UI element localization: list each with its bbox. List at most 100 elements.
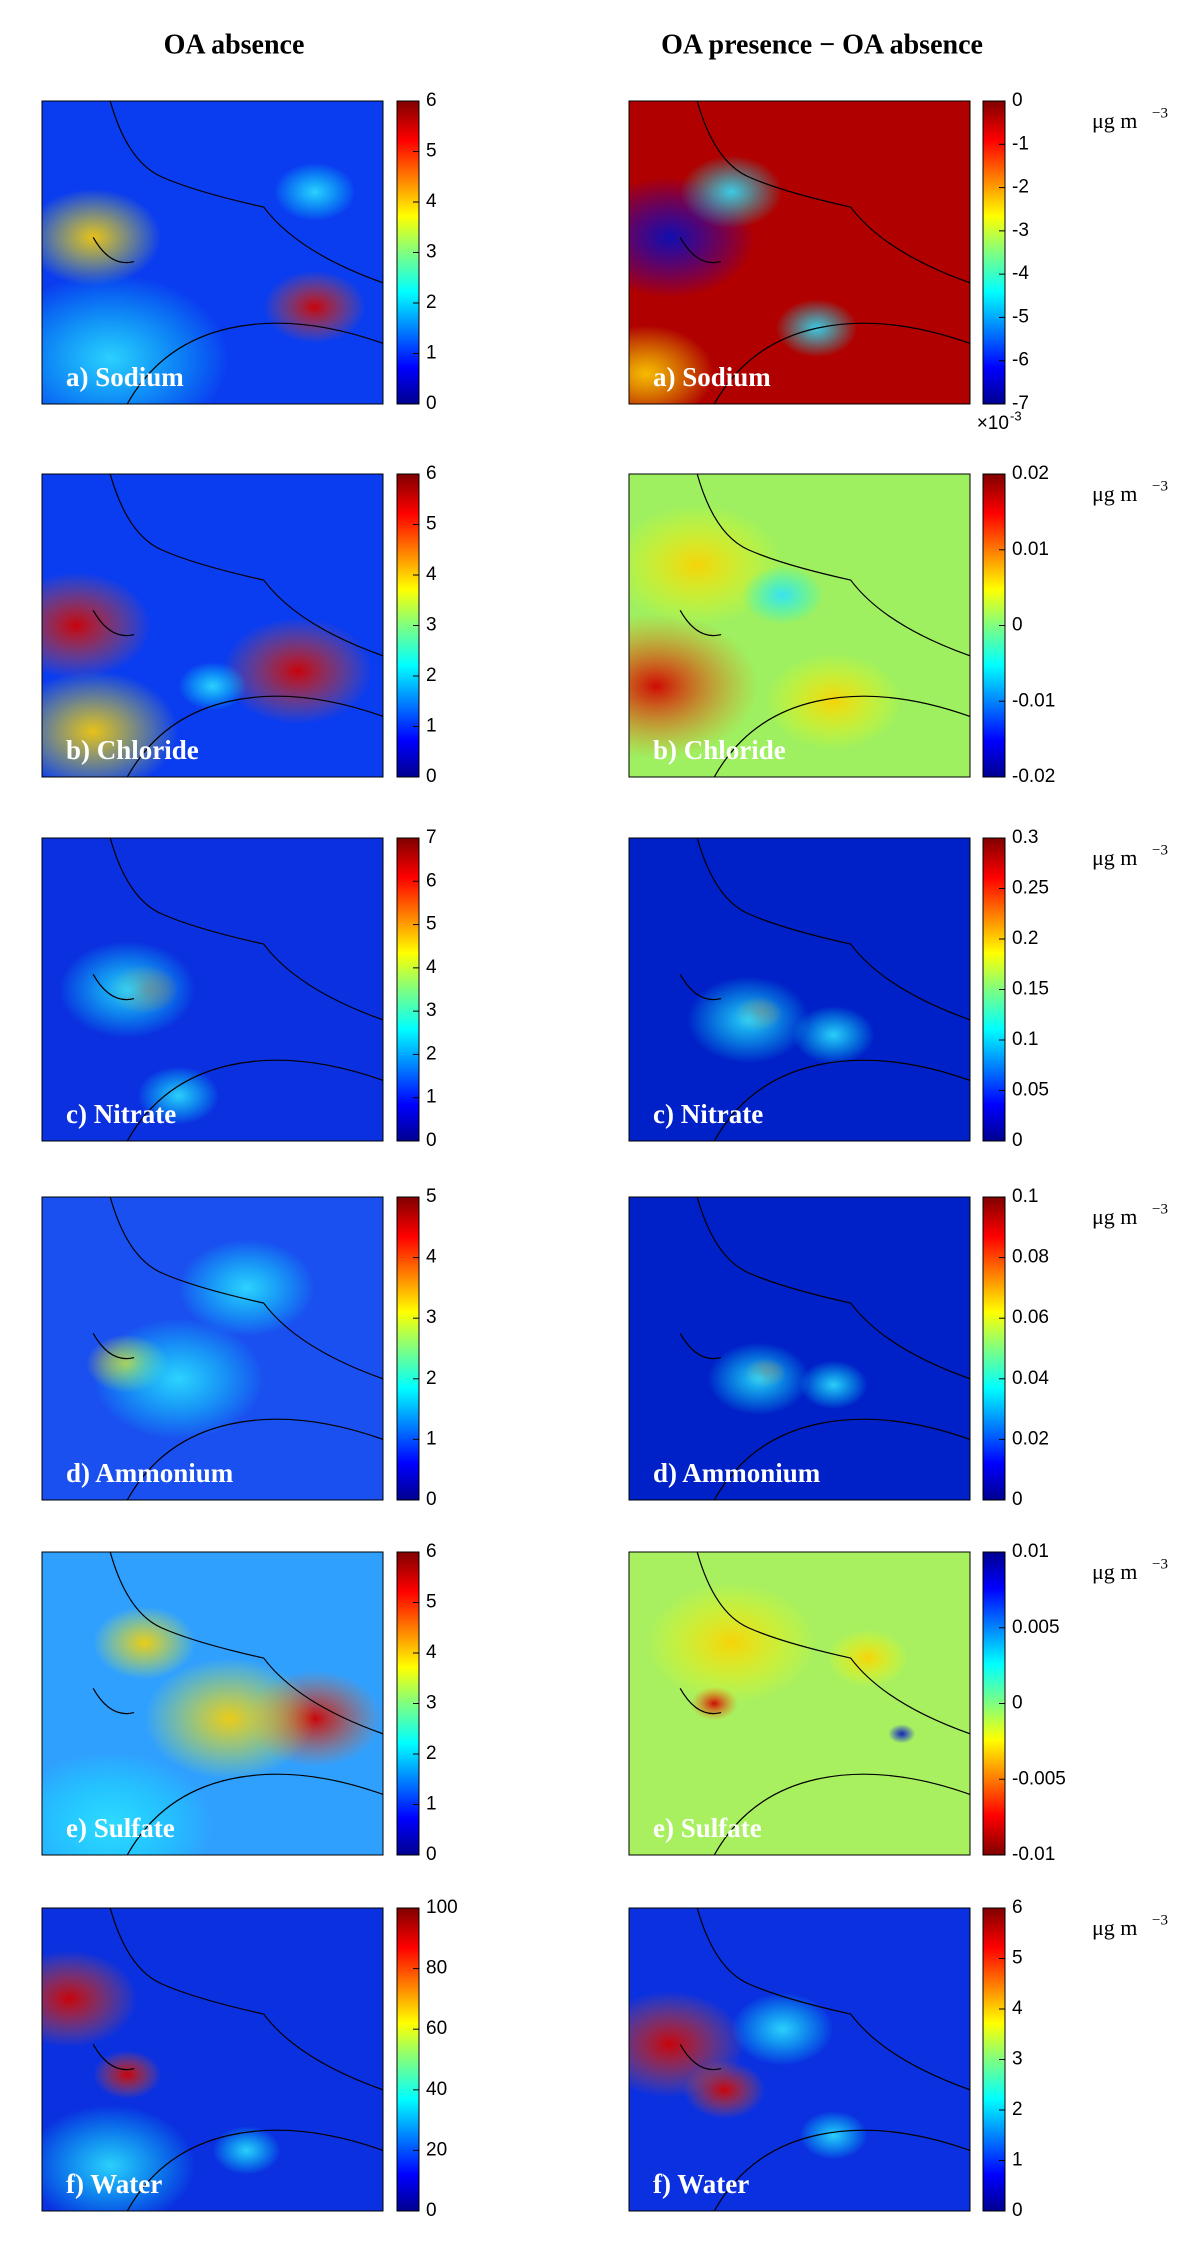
panel-label: c) Nitrate xyxy=(653,1099,763,1129)
map-field xyxy=(93,1318,264,1440)
map-field xyxy=(731,1992,834,2066)
colorbar-tick-label: 1 xyxy=(426,716,437,737)
colorbar-tick-label: 6 xyxy=(426,90,437,111)
colorbar-tick-label: 2 xyxy=(426,665,437,686)
map-frame xyxy=(628,837,971,1142)
coastline xyxy=(92,1552,383,1855)
colorbar-tick-label: 3 xyxy=(426,1307,437,1328)
colorbar-tick-label: 0 xyxy=(1012,90,1023,111)
colorbar-tick-label: 0.04 xyxy=(1012,1368,1049,1389)
map-frame xyxy=(41,1907,384,2212)
map-frame xyxy=(628,1196,971,1501)
panel-label: c) Nitrate xyxy=(66,1099,176,1129)
panel-label: b) Chloride xyxy=(66,735,199,765)
colorbar-multiplier-exp: -3 xyxy=(1010,408,1022,423)
colorbar-tick-label: 100 xyxy=(426,1897,458,1918)
map-field xyxy=(222,617,373,725)
colorbar-tick-label: 2 xyxy=(426,292,437,313)
colorbar-tick-label: 0 xyxy=(1012,1693,1023,1714)
colorbar-tick-label: 0.25 xyxy=(1012,878,1049,899)
colorbar-tick-label: 4 xyxy=(426,191,437,212)
map-field xyxy=(42,2104,196,2211)
colorbar-tick-label: 60 xyxy=(426,2018,447,2039)
map-field xyxy=(212,2126,281,2175)
map-panel: d) Ammonium 0 1 2 3 4 5 xyxy=(41,1186,437,1510)
colorbar-tick-label: 3 xyxy=(426,1693,437,1714)
map-field xyxy=(690,1686,739,1721)
colorbar-tick-label: 1 xyxy=(426,343,437,364)
map-field xyxy=(42,1950,138,2048)
colorbar-tick-label: -3 xyxy=(1012,220,1029,241)
colorbar-tick-label: 1 xyxy=(1012,2150,1023,2171)
map-panel: a) Sodium-7-6-5-4-3-2-10×10 -3μg m −3 xyxy=(628,90,1168,434)
colorbar-tick-label: 1 xyxy=(426,1428,437,1449)
map-field xyxy=(178,1239,315,1337)
map-frame xyxy=(41,1551,384,1856)
map-field xyxy=(680,155,783,229)
colorbar-tick-label: 40 xyxy=(426,2079,447,2100)
coastline xyxy=(679,1197,970,1500)
colorbar-tick-label: 0.3 xyxy=(1012,827,1038,848)
coastline xyxy=(92,838,383,1141)
colorbar-tick-label: 0.05 xyxy=(1012,1080,1049,1101)
coastline xyxy=(679,101,970,404)
coastline xyxy=(679,1908,970,2211)
panel-label: e) Sulfate xyxy=(653,1813,762,1843)
coastline xyxy=(92,101,383,404)
colorbar-tick-label: 0.08 xyxy=(1012,1247,1049,1268)
unit-label: μg m xyxy=(1092,1915,1137,1940)
colorbar xyxy=(396,837,420,1142)
map-panel: e) Sulfate 0 1 2 3 4 5 6 xyxy=(41,1541,437,1865)
colorbar-tick-label: 6 xyxy=(1012,1897,1023,1918)
unit-label: μg m xyxy=(1092,108,1137,133)
coastline xyxy=(679,838,970,1141)
unit-exp: −3 xyxy=(1152,842,1168,858)
colorbar-tick-label: 6 xyxy=(426,1541,437,1562)
colorbar-tick-label: 7 xyxy=(426,827,437,848)
map-field xyxy=(683,2060,766,2119)
panel-label: a) Sodium xyxy=(66,362,184,392)
colorbar-tick-label: 0 xyxy=(1012,1489,1023,1510)
map-field xyxy=(629,325,715,404)
colorbar-tick-label: 0.01 xyxy=(1012,539,1049,560)
unit-exp: −3 xyxy=(1152,478,1168,494)
unit-exp: −3 xyxy=(1152,105,1168,121)
colorbar-tick-label: 0 xyxy=(426,1489,437,1510)
map-field xyxy=(765,652,902,750)
map-field xyxy=(263,270,366,344)
column-title: OA presence − OA absence xyxy=(661,29,983,60)
map-field xyxy=(646,1582,817,1704)
coastline xyxy=(92,1908,383,2211)
colorbar-tick-label: 0.02 xyxy=(1012,1428,1049,1449)
colorbar-tick-label: 0.15 xyxy=(1012,979,1049,1000)
map-background xyxy=(629,838,970,1141)
unit-label: μg m xyxy=(1092,845,1137,870)
unit-exp: −3 xyxy=(1152,1912,1168,1928)
panel-label: a) Sodium xyxy=(653,362,771,392)
colorbar-tick-label: 4 xyxy=(426,957,437,978)
colorbar xyxy=(982,100,1006,405)
unit-label: μg m xyxy=(1092,1559,1137,1584)
colorbar-tick-label: 1 xyxy=(426,1087,437,1108)
map-field xyxy=(144,1658,315,1780)
unit-label: μg m xyxy=(1092,1204,1137,1229)
map-field xyxy=(59,941,196,1038)
colorbar-tick-label: 20 xyxy=(426,2139,447,2160)
colorbar-tick-label: 6 xyxy=(426,870,437,891)
map-frame xyxy=(41,1196,384,1501)
map-field xyxy=(629,613,759,759)
colorbar-tick-label: 4 xyxy=(426,1247,437,1268)
map-panel: f) Water 0 20 40 60 80 100 xyxy=(41,1897,458,2221)
colorbar-tick-label: 2 xyxy=(426,1043,437,1064)
map-field xyxy=(686,976,810,1064)
colorbar-tick-label: 0.1 xyxy=(1012,1186,1038,1207)
colorbar-tick-label: -2 xyxy=(1012,177,1029,198)
map-frame xyxy=(41,473,384,778)
map-field xyxy=(792,1005,875,1065)
colorbar xyxy=(982,1196,1006,1501)
colorbar-tick-label: -0.01 xyxy=(1012,1844,1055,1865)
colorbar-tick-label: 0.02 xyxy=(1012,463,1049,484)
colorbar xyxy=(396,1907,420,2212)
colorbar-tick-label: 5 xyxy=(426,1592,437,1613)
colorbar-tick-label: 2 xyxy=(1012,2099,1023,2120)
